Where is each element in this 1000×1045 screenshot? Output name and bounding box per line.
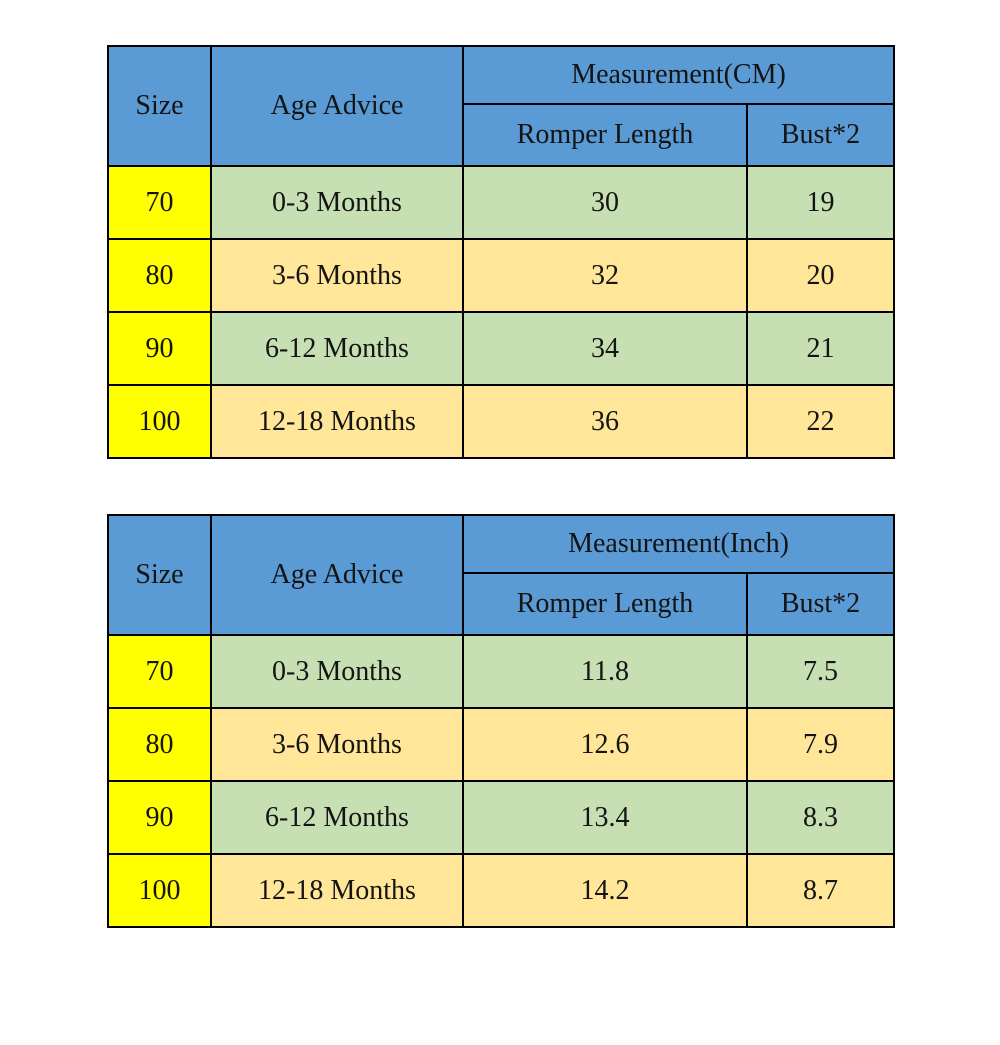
romper-length-column-header: Romper Length [462,572,748,636]
table-row: 90 6-12 Months 34 21 [107,311,896,386]
size-value: 100 [107,853,212,928]
size-value: 90 [107,780,212,855]
age-advice-value: 0-3 Months [210,165,464,240]
size-table-inch: Size Age Advice Measurement(Inch) Romper… [107,514,896,928]
age-advice-value: 3-6 Months [210,707,464,782]
table-row: 70 0-3 Months 30 19 [107,165,896,240]
romper-length-value: 34 [462,311,748,386]
table-row: 80 3-6 Months 12.6 7.9 [107,707,896,782]
size-value: 70 [107,634,212,709]
age-advice-value: 6-12 Months [210,311,464,386]
size-chart-page: Size Age Advice Measurement(CM) Romper L… [0,45,1000,1045]
age-advice-value: 12-18 Months [210,384,464,459]
romper-length-value: 30 [462,165,748,240]
measurement-cm-group-header: Measurement(CM) [461,45,896,105]
age-advice-value: 0-3 Months [210,634,464,709]
size-column-header: Size [107,45,212,167]
bust-value: 21 [745,311,896,386]
table-row: 100 12-18 Months 14.2 8.7 [107,853,896,928]
romper-length-column-header: Romper Length [462,103,748,167]
age-advice-column-header: Age Advice [210,514,464,636]
size-table-cm: Size Age Advice Measurement(CM) Romper L… [107,45,896,459]
age-advice-value: 12-18 Months [210,853,464,928]
romper-length-value: 32 [462,238,748,313]
romper-length-value: 14.2 [462,853,748,928]
bust-value: 20 [745,238,896,313]
size-value: 100 [107,384,212,459]
size-column-header: Size [107,514,212,636]
age-advice-column-header: Age Advice [210,45,464,167]
size-value: 70 [107,165,212,240]
bust-value: 19 [745,165,896,240]
bust-value: 8.3 [745,780,896,855]
bust-value: 7.5 [745,634,896,709]
romper-length-value: 11.8 [462,634,748,709]
measurement-inch-group-header: Measurement(Inch) [461,514,896,574]
table-row: 70 0-3 Months 11.8 7.5 [107,634,896,709]
size-value: 90 [107,311,212,386]
bust-value: 22 [745,384,896,459]
romper-length-value: 36 [462,384,748,459]
age-advice-value: 3-6 Months [210,238,464,313]
romper-length-value: 13.4 [462,780,748,855]
bust-column-header: Bust*2 [745,103,896,167]
bust-value: 7.9 [745,707,896,782]
bust-column-header: Bust*2 [745,572,896,636]
table-row: 90 6-12 Months 13.4 8.3 [107,780,896,855]
table-row: 80 3-6 Months 32 20 [107,238,896,313]
size-value: 80 [107,238,212,313]
bust-value: 8.7 [745,853,896,928]
romper-length-value: 12.6 [462,707,748,782]
size-value: 80 [107,707,212,782]
age-advice-value: 6-12 Months [210,780,464,855]
table-row: 100 12-18 Months 36 22 [107,384,896,459]
